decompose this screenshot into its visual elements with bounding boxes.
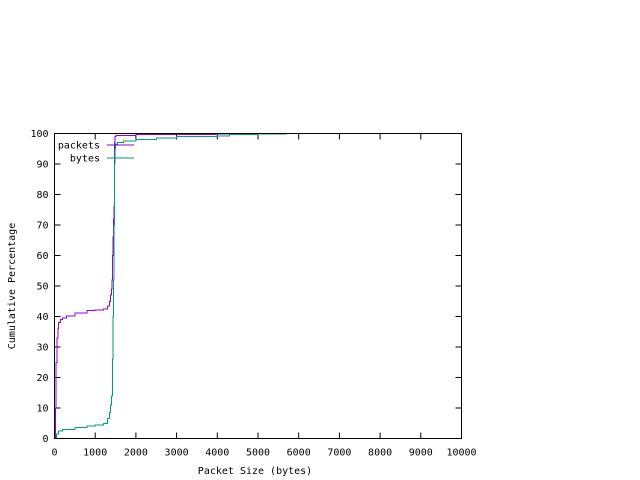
x-tick-label: 5000 bbox=[246, 448, 270, 459]
y-axis-label: Cumulative Percentage bbox=[7, 223, 18, 349]
y-tick-label: 0 bbox=[42, 434, 48, 445]
x-tick-label: 4000 bbox=[205, 448, 229, 459]
plot-frame bbox=[54, 133, 462, 439]
y-tick-label: 70 bbox=[36, 221, 48, 232]
x-tick-label: 10000 bbox=[446, 448, 476, 459]
x-tick-label: 8000 bbox=[368, 448, 392, 459]
y-tick-label: 100 bbox=[30, 129, 48, 140]
x-tick-label: 2000 bbox=[124, 448, 148, 459]
y-tick-label: 90 bbox=[36, 160, 48, 171]
x-tick-label: 6000 bbox=[287, 448, 311, 459]
y-tick-label: 30 bbox=[36, 343, 48, 354]
y-tick-label: 80 bbox=[36, 190, 48, 201]
x-tick-label: 3000 bbox=[165, 448, 189, 459]
series-layer bbox=[54, 133, 287, 439]
x-axis-label: Packet Size (bytes) bbox=[198, 466, 312, 477]
y-tick-label: 60 bbox=[36, 251, 48, 262]
legend-label-bytes: bytes bbox=[70, 154, 100, 165]
legend: packets bytes bbox=[58, 141, 134, 165]
x-tick-label: 9000 bbox=[409, 448, 433, 459]
x-tick-label: 7000 bbox=[327, 448, 351, 459]
x-tick-label: 0 bbox=[51, 448, 57, 459]
series-line-bytes bbox=[54, 133, 287, 439]
series-line-packets bbox=[54, 133, 287, 439]
y-tick-label: 20 bbox=[36, 373, 48, 384]
legend-label-packets: packets bbox=[58, 141, 100, 152]
x-tick-label: 1000 bbox=[83, 448, 107, 459]
y-tick-label: 10 bbox=[36, 404, 48, 415]
y-tick-label: 50 bbox=[36, 282, 48, 293]
y-tick-label: 40 bbox=[36, 312, 48, 323]
